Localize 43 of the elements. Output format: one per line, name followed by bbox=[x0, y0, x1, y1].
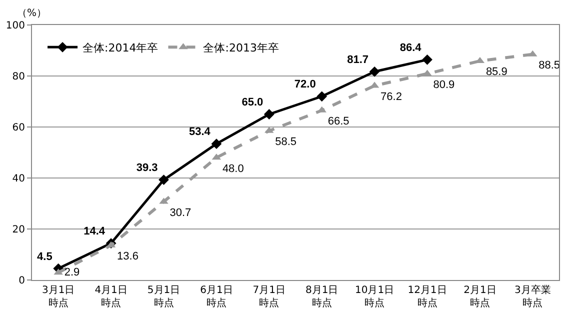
data-label: 39.3 bbox=[136, 162, 158, 174]
data-label: 81.7 bbox=[347, 54, 369, 66]
x-tick-label: 3月卒業時点 bbox=[514, 284, 551, 309]
x-tick-label: 8月1日時点 bbox=[305, 285, 338, 309]
point bbox=[422, 54, 432, 65]
data-label: 53.4 bbox=[189, 126, 212, 138]
data-label: 86.4 bbox=[400, 42, 422, 54]
data-label: 66.5 bbox=[328, 116, 350, 128]
data-label: 13.6 bbox=[117, 250, 138, 263]
point bbox=[316, 91, 328, 102]
y-tick-label: 80 bbox=[12, 72, 25, 82]
data-label: 80.9 bbox=[433, 78, 455, 91]
x-tick-label: 5月1日時点 bbox=[147, 285, 180, 309]
point bbox=[369, 66, 380, 77]
y-tick-label: 100 bbox=[6, 20, 25, 32]
x-tick-label: 2月1日時点 bbox=[464, 285, 496, 309]
x-tick-label: 3月1日時点 bbox=[42, 285, 75, 309]
data-label: 85.9 bbox=[486, 66, 508, 78]
point bbox=[158, 174, 169, 185]
y-tick-label: 0 bbox=[18, 276, 25, 286]
point bbox=[264, 109, 274, 120]
legend-label: 全体:2014年卒 bbox=[82, 41, 158, 54]
y-tick-label: 40 bbox=[12, 174, 25, 184]
data-label: 88.5 bbox=[538, 60, 560, 72]
y-axis-title: （%） bbox=[17, 8, 47, 19]
data-label: 72.0 bbox=[294, 78, 316, 91]
legend-label: 全体:2013年卒 bbox=[203, 41, 279, 54]
x-tick-label: 12月1日時点 bbox=[408, 285, 447, 309]
y-tick-label: 20 bbox=[12, 224, 25, 236]
x-tick-label: 6月1日時点 bbox=[200, 285, 233, 309]
data-label: 2.9 bbox=[64, 266, 80, 278]
data-label: 65.0 bbox=[242, 96, 264, 108]
x-tick-label: 7月1日時点 bbox=[252, 285, 286, 309]
point bbox=[211, 138, 222, 150]
y-tick-label: 60 bbox=[12, 122, 25, 134]
x-tick-label: 10月1日時点 bbox=[355, 285, 394, 309]
data-label: 48.0 bbox=[222, 162, 244, 175]
data-label: 4.5 bbox=[37, 250, 52, 263]
data-label: 14.4 bbox=[84, 226, 106, 238]
data-label: 76.2 bbox=[380, 90, 402, 103]
data-label: 30.7 bbox=[170, 206, 192, 219]
data-label: 58.5 bbox=[275, 136, 297, 148]
x-tick-label: 4月1日時点 bbox=[94, 285, 128, 309]
